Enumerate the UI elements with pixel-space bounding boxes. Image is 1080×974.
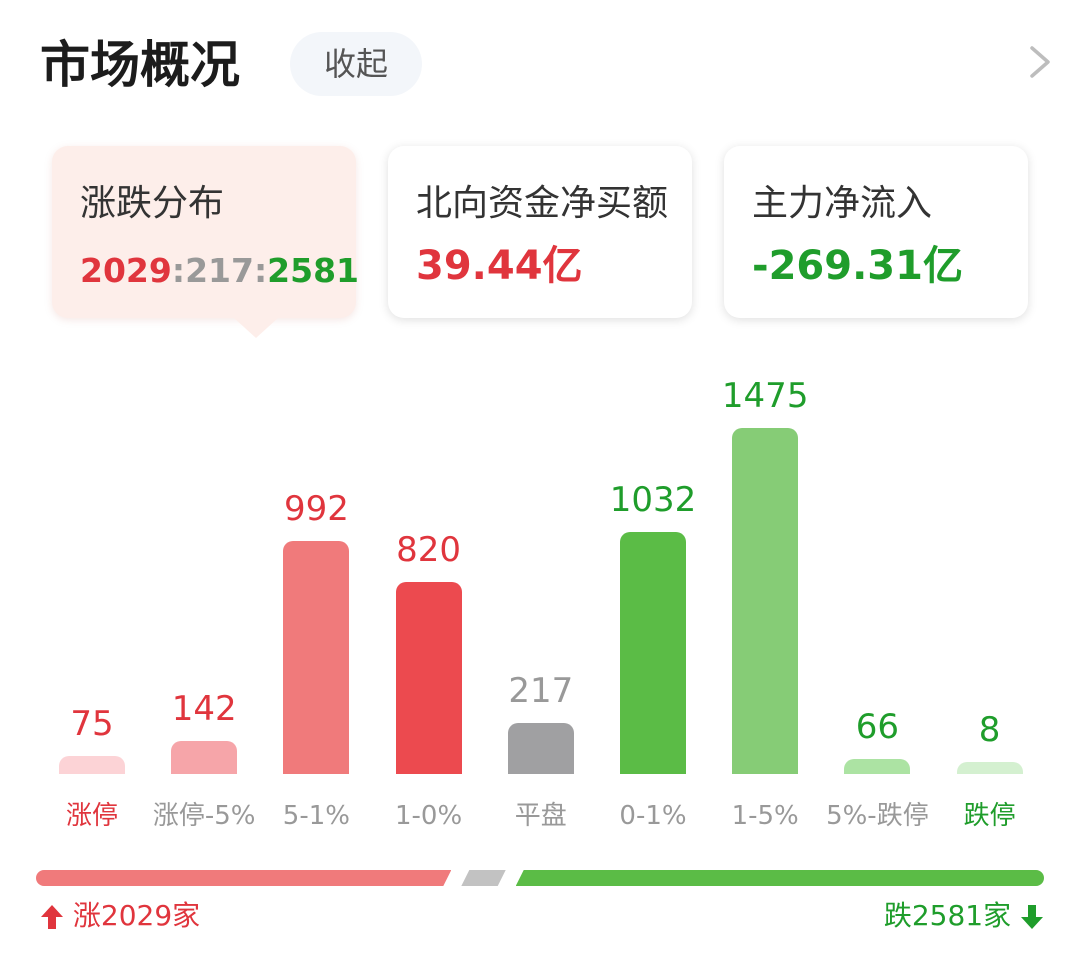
distribution-card[interactable]: 涨跌分布 2029:217:2581	[52, 146, 359, 338]
bar-value-label: 8	[978, 710, 1001, 750]
down-summary-label: 跌2581家	[883, 899, 1012, 932]
up-summary-label: 涨2029家	[72, 899, 201, 932]
northbound-value: 39.44亿	[416, 243, 583, 289]
ratio-separator: :	[253, 251, 268, 290]
arrow-up-icon	[41, 905, 63, 929]
main-flow-label: 主力净流入	[752, 183, 933, 224]
category-label: 涨停	[65, 801, 118, 831]
page-title: 市场概况	[40, 36, 240, 94]
category-label: 涨停-5%	[152, 801, 256, 831]
chevron-right-icon[interactable]	[1022, 42, 1058, 82]
category-label: 0-1%	[619, 801, 687, 831]
bar-value-label: 820	[396, 529, 462, 570]
bar-2	[171, 740, 238, 774]
bar-value-label: 1032	[609, 479, 697, 520]
category-label: 5%-跌停	[826, 801, 929, 831]
flat-segment	[461, 870, 505, 886]
bar-value-label: 142	[171, 688, 237, 729]
collapse-button[interactable]: 收起	[290, 32, 422, 96]
card-pointer	[234, 318, 278, 338]
category-label: 5-1%	[282, 801, 350, 831]
down-segment	[515, 870, 1044, 886]
flat-count: 217	[185, 251, 254, 290]
header: 市场概况 收起	[0, 0, 1080, 128]
bar-value-label: 75	[70, 704, 114, 745]
up-summary: 涨2029家	[40, 896, 200, 936]
up-segment	[36, 870, 451, 886]
bar-5	[507, 723, 574, 774]
category-label: 平盘	[514, 801, 567, 831]
up-count: 2029	[80, 251, 172, 290]
distribution-label: 涨跌分布	[80, 183, 225, 224]
northbound-card[interactable]: 北向资金净买额 39.44亿	[388, 146, 692, 318]
category-label: 1-5%	[731, 801, 799, 831]
bar-7	[732, 428, 799, 774]
down-summary: 跌2581家	[884, 896, 1044, 936]
main-flow-value: -269.31亿	[752, 243, 963, 289]
bar-3	[283, 541, 350, 774]
arrow-down-icon	[1021, 905, 1043, 929]
bar-value-label: 217	[508, 671, 574, 712]
bar-value-label: 1475	[721, 376, 809, 416]
main-flow-card[interactable]: 主力净流入 -269.31亿	[724, 146, 1028, 318]
category-label: 跌停	[963, 801, 1016, 831]
bar-value-label: 992	[283, 489, 349, 530]
northbound-label: 北向资金净买额	[416, 183, 669, 224]
bar-value-label: 66	[855, 706, 900, 747]
bar-4	[395, 581, 462, 774]
category-label: 1-0%	[395, 801, 463, 831]
distribution-ratio: 2029:217:2581	[80, 246, 359, 296]
up-down-ratio-bar	[36, 870, 1044, 886]
bar-9	[956, 762, 1023, 774]
distribution-bar-chart: 75 涨停 142 涨停-5% 992 5-1% 820 1-0% 217 平盘 1032 0-1% 1…	[0, 340, 1080, 860]
bar-1	[59, 756, 125, 774]
bar-6	[620, 531, 686, 774]
down-count: 2581	[267, 251, 360, 290]
bar-8	[844, 758, 911, 774]
ratio-separator: :	[171, 251, 186, 290]
